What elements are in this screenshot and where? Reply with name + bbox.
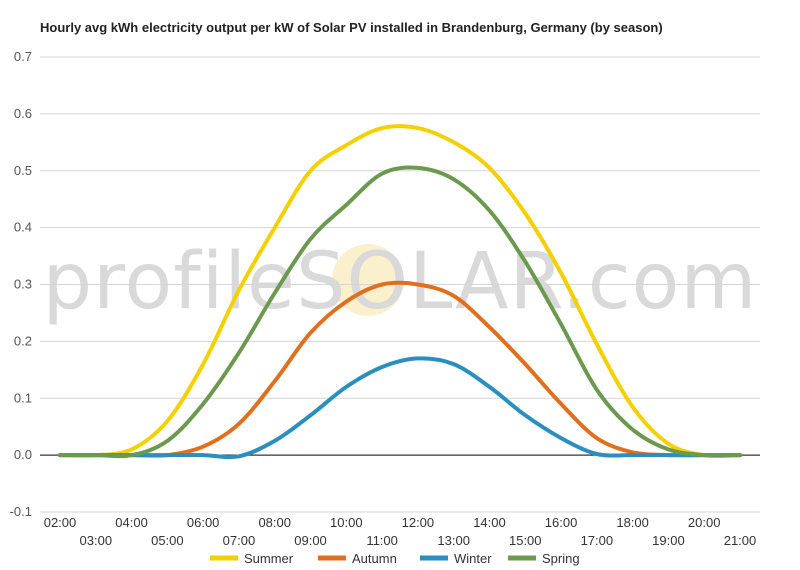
y-tick-label: 0.6 (14, 106, 32, 121)
x-tick-label: 08:00 (258, 515, 291, 530)
y-tick-label: 0.4 (14, 220, 32, 235)
x-tick-label: 19:00 (652, 533, 685, 548)
y-tick-label: 0.3 (14, 277, 32, 292)
y-axis: -0.1 0.0 0.1 0.2 0.3 0.4 0.5 0.6 0.7 (10, 49, 32, 519)
y-tick-label: 0.2 (14, 333, 32, 348)
y-tick-label: 0.5 (14, 163, 32, 178)
y-tick-label: 0.7 (14, 49, 32, 64)
x-tick-label: 16:00 (545, 515, 578, 530)
chart-title: Hourly avg kWh electricity output per kW… (40, 20, 663, 35)
x-tick-label: 15:00 (509, 533, 542, 548)
series-line-winter (58, 356, 742, 460)
x-tick-label: 04:00 (115, 515, 148, 530)
x-tick-label: 09:00 (294, 533, 327, 548)
x-tick-label: 18:00 (616, 515, 649, 530)
x-tick-label: 20:00 (688, 515, 721, 530)
legend-label-summer: Summer (244, 551, 294, 566)
y-tick-label: 0.0 (14, 447, 32, 462)
x-tick-label: 12:00 (402, 515, 435, 530)
legend-label-spring: Spring (542, 551, 580, 566)
series-line-spring (58, 165, 742, 459)
x-tick-label: 13:00 (437, 533, 470, 548)
x-tick-label: 10:00 (330, 515, 363, 530)
legend-label-winter: Winter (454, 551, 492, 566)
y-tick-label: 0.1 (14, 390, 32, 405)
x-tick-label: 21:00 (724, 533, 757, 548)
x-tick-label: 03:00 (80, 533, 113, 548)
x-tick-label: 02:00 (44, 515, 77, 530)
series-line-summer (58, 124, 742, 458)
legend-label-autumn: Autumn (352, 551, 397, 566)
x-tick-label: 17:00 (581, 533, 614, 548)
grid (40, 56, 760, 513)
x-tick-label: 07:00 (223, 533, 256, 548)
x-axis: 02:0003:0004:0005:0006:0007:0008:0009:00… (44, 515, 757, 548)
x-tick-label: 05:00 (151, 533, 184, 548)
x-tick-label: 14:00 (473, 515, 506, 530)
x-tick-label: 11:00 (366, 533, 398, 548)
x-tick-label: 06:00 (187, 515, 220, 530)
legend: Summer Autumn Winter Spring (210, 551, 580, 566)
series-lines (58, 124, 742, 460)
y-tick-label: -0.1 (10, 504, 32, 519)
